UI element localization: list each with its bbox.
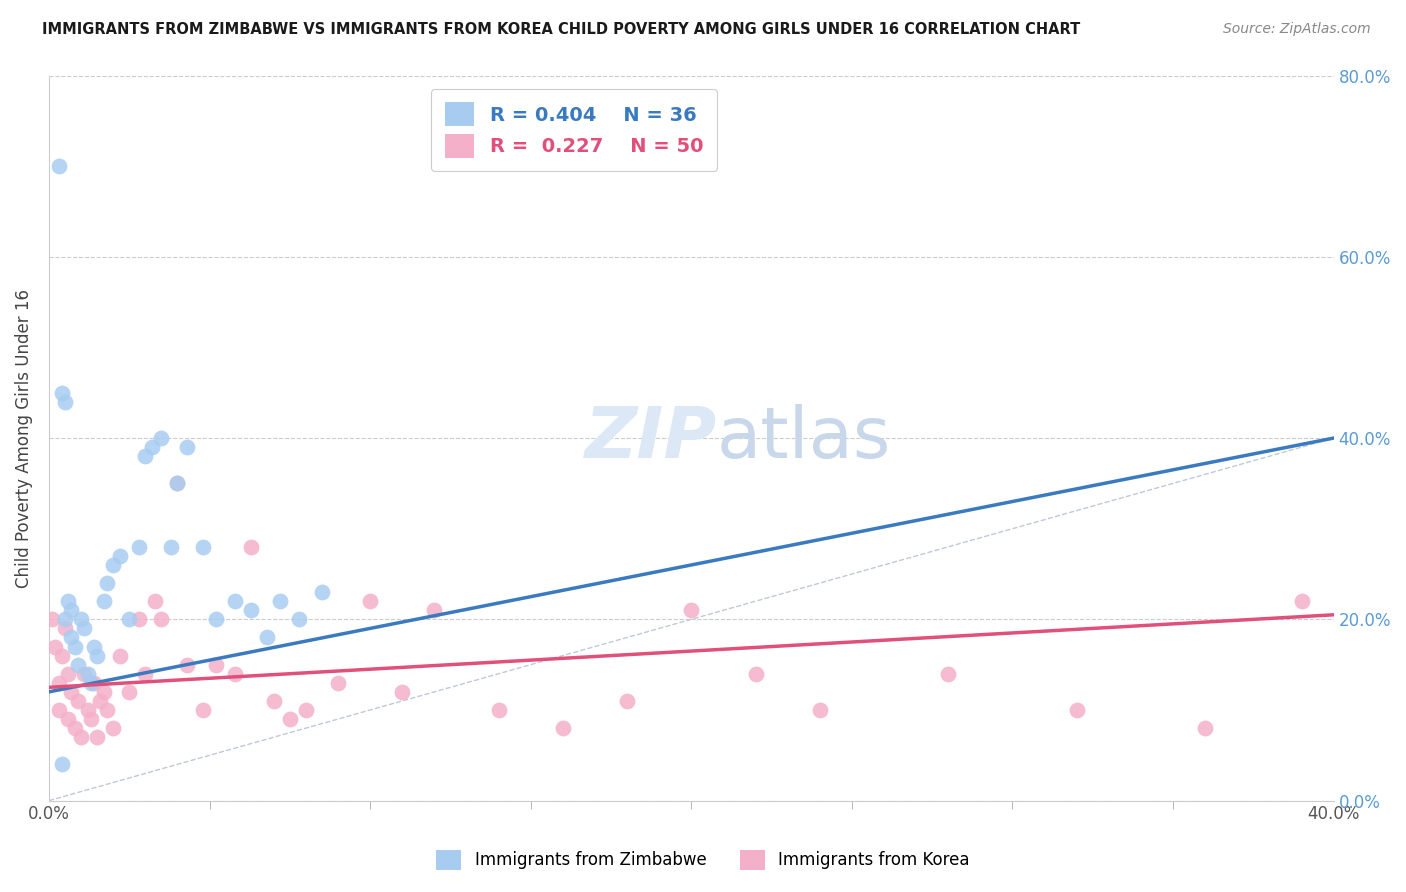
Point (63, 640, 86, 654)
Point (808, 703, 831, 717)
Text: Source: ZipAtlas.com: Source: ZipAtlas.com (1223, 22, 1371, 37)
Point (41, 612, 63, 626)
Point (53, 612, 76, 626)
Legend: Immigrants from Zimbabwe, Immigrants from Korea: Immigrants from Zimbabwe, Immigrants fro… (430, 843, 976, 877)
Point (681, 603, 703, 617)
Point (143, 594, 166, 608)
Point (128, 540, 150, 554)
Point (191, 703, 214, 717)
Point (76, 666, 98, 681)
Point (256, 631, 278, 645)
Point (86, 648, 108, 663)
Point (224, 666, 246, 681)
Point (488, 703, 510, 717)
Point (80, 712, 103, 726)
Point (205, 657, 228, 672)
Point (66, 694, 89, 708)
Point (103, 558, 125, 572)
Point (141, 440, 163, 454)
Text: ZIP: ZIP (585, 403, 717, 473)
Point (1194, 721, 1216, 735)
Point (58, 666, 80, 681)
Point (48, 159, 70, 173)
Point (616, 694, 638, 708)
Point (73, 621, 96, 635)
Point (103, 721, 125, 735)
Point (108, 549, 131, 563)
Point (89, 694, 111, 708)
Point (176, 657, 198, 672)
Point (96, 703, 118, 717)
Point (311, 585, 333, 599)
Point (240, 540, 263, 554)
Point (240, 603, 263, 617)
Point (295, 703, 318, 717)
Text: atlas: atlas (717, 403, 891, 473)
Point (551, 721, 574, 735)
Point (58, 594, 80, 608)
Legend: R = 0.404    N = 36, R =  0.227    N = 50: R = 0.404 N = 36, R = 0.227 N = 50 (432, 89, 717, 171)
Point (51, 648, 73, 663)
Point (48, 703, 70, 717)
Point (53, 621, 76, 635)
Point (83, 640, 105, 654)
Point (166, 476, 188, 491)
Point (205, 612, 228, 626)
Point (86, 730, 108, 744)
Point (60, 631, 83, 645)
Text: IMMIGRANTS FROM ZIMBABWE VS IMMIGRANTS FROM KOREA CHILD POVERTY AMONG GIRLS UNDE: IMMIGRANTS FROM ZIMBABWE VS IMMIGRANTS F… (42, 22, 1080, 37)
Point (76, 703, 98, 717)
Point (224, 594, 246, 608)
Point (70, 612, 93, 626)
Point (1291, 594, 1313, 608)
Point (166, 476, 188, 491)
Point (160, 540, 183, 554)
Point (44, 640, 66, 654)
Point (51, 757, 73, 772)
Point (60, 685, 83, 699)
Point (359, 594, 381, 608)
Point (150, 612, 173, 626)
Point (80, 675, 103, 690)
Point (48, 675, 70, 690)
Point (58, 712, 80, 726)
Point (118, 685, 141, 699)
Point (191, 540, 214, 554)
Point (60, 603, 83, 617)
Point (263, 694, 285, 708)
Point (744, 666, 766, 681)
Point (128, 612, 150, 626)
Point (134, 666, 156, 681)
Point (936, 666, 959, 681)
Point (269, 594, 291, 608)
Point (1066, 703, 1088, 717)
Point (391, 685, 413, 699)
Point (278, 712, 301, 726)
Point (150, 431, 173, 445)
Point (83, 675, 105, 690)
Point (51, 385, 73, 400)
Point (63, 721, 86, 735)
Point (288, 612, 311, 626)
Point (134, 449, 156, 463)
Point (423, 603, 446, 617)
Point (93, 685, 115, 699)
Point (326, 675, 349, 690)
Point (70, 730, 93, 744)
Y-axis label: Child Poverty Among Girls Under 16: Child Poverty Among Girls Under 16 (15, 289, 32, 588)
Point (108, 648, 131, 663)
Point (73, 666, 96, 681)
Point (176, 440, 198, 454)
Point (96, 576, 118, 591)
Point (93, 594, 115, 608)
Point (66, 657, 89, 672)
Point (53, 394, 76, 409)
Point (118, 612, 141, 626)
